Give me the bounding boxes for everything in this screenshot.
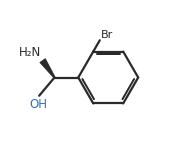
Text: OH: OH [29,98,47,111]
Polygon shape [40,59,55,78]
Text: H₂N: H₂N [19,46,41,59]
Text: Br: Br [101,30,113,40]
